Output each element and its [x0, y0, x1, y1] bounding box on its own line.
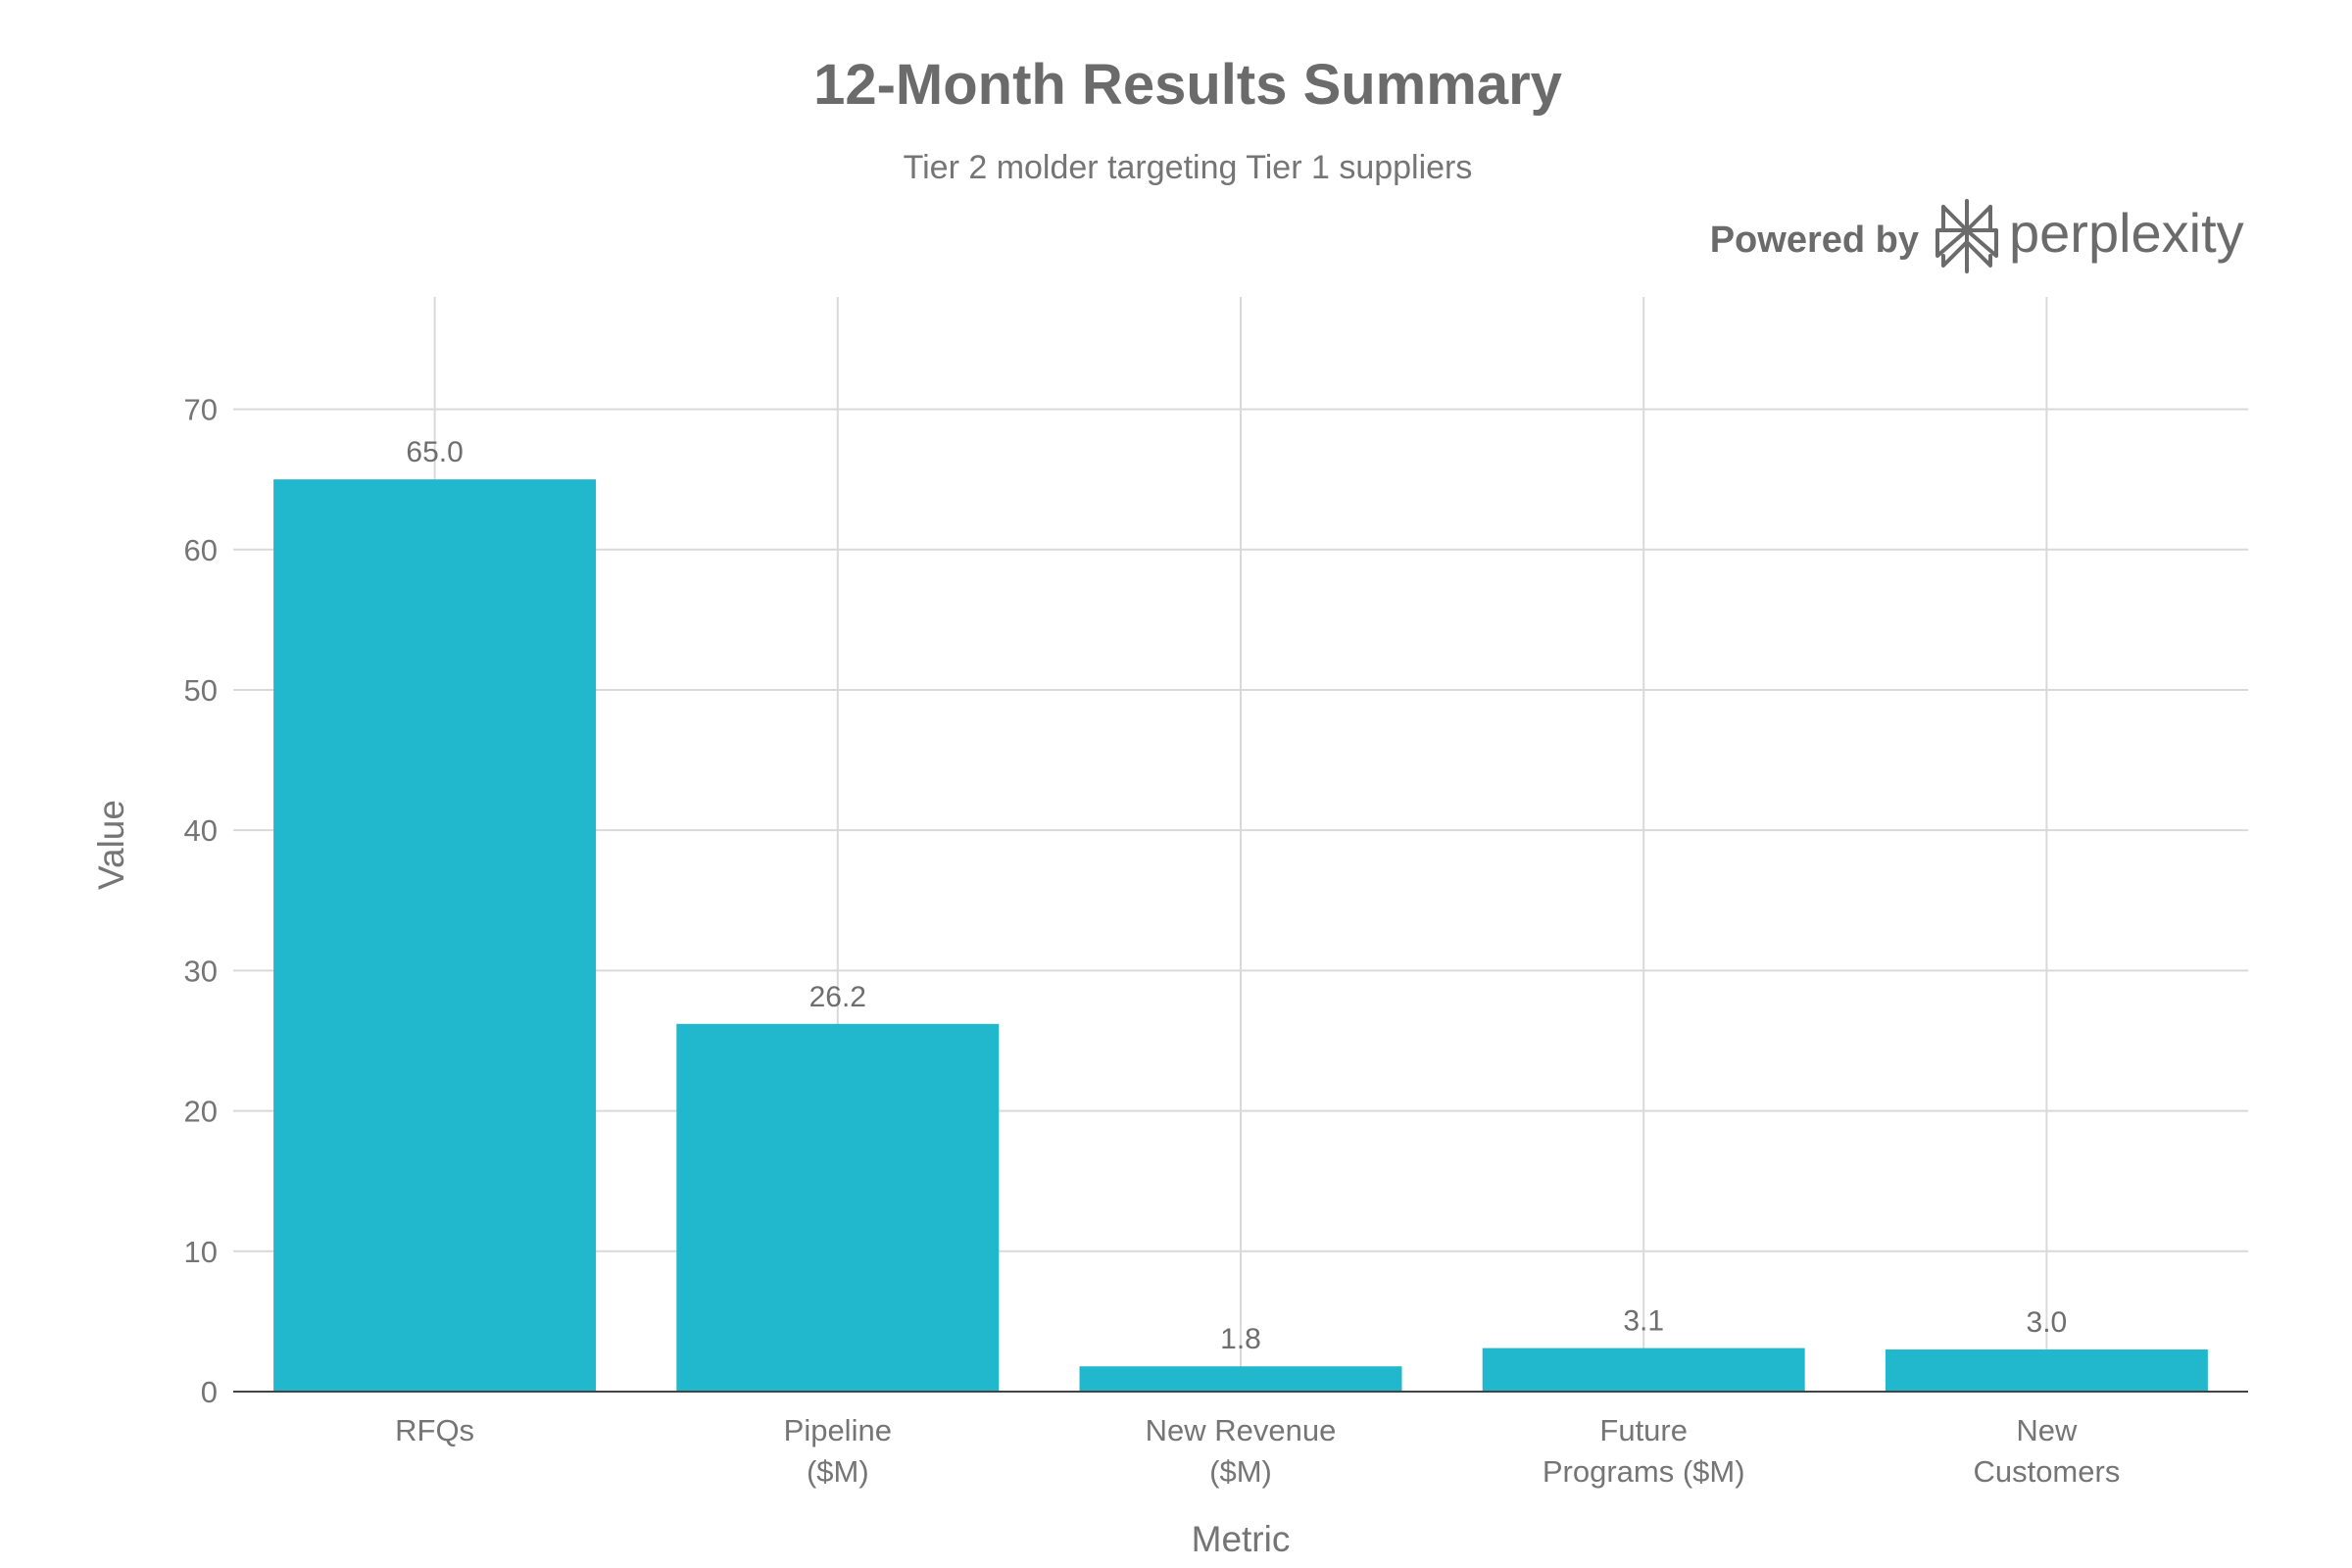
x-tick-label: New Revenue ($M): [1146, 1413, 1337, 1489]
powered-by-text: Powered by: [1710, 220, 1919, 261]
bar: [1885, 1349, 2208, 1392]
y-tick-label: 40: [184, 813, 218, 848]
bar-data-label: 65.0: [406, 436, 463, 468]
y-tick-label: 10: [184, 1235, 218, 1269]
y-tick-label: 60: [184, 533, 218, 567]
x-tick-label: New Customers: [1973, 1413, 2120, 1489]
x-tick-label: Future Programs ($M): [1543, 1413, 1745, 1489]
y-tick-label: 20: [184, 1095, 218, 1129]
bar-data-label: 26.2: [809, 981, 866, 1013]
bar: [1482, 1348, 1805, 1392]
plot-bars: 65.0 26.2 1.8 3.1 3.0: [273, 436, 2208, 1393]
bar-data-label: 3.1: [1623, 1305, 1664, 1338]
y-tick-label: 70: [184, 393, 218, 427]
chart-title: 12-Month Results Summary: [813, 53, 1562, 117]
bar-data-label: 1.8: [1220, 1323, 1261, 1355]
x-axis-title: Metric: [1192, 1519, 1291, 1559]
bar: [676, 1023, 1000, 1392]
bar: [273, 479, 597, 1393]
y-axis-title: Value: [91, 800, 131, 890]
chart-subtitle: Tier 2 molder targeting Tier 1 suppliers: [904, 149, 1473, 186]
y-tick-label: 50: [184, 673, 218, 708]
y-tick-label: 30: [184, 954, 218, 988]
perplexity-logo-icon: [1936, 199, 1998, 273]
perplexity-brand-name: perplexity: [2009, 202, 2244, 264]
plot-axes: 0 10 20 30 40 50 60 70 RFQs Pipeline ($M) New Reven…: [184, 393, 2248, 1489]
x-tick-label: Pipeline ($M): [784, 1413, 892, 1489]
y-tick-label: 0: [201, 1375, 218, 1409]
bar: [1079, 1366, 1402, 1392]
x-tick-label: RFQs: [395, 1413, 474, 1447]
bar-data-label: 3.0: [2027, 1306, 2068, 1339]
powered-by-branding: Powered by perplexity: [1710, 199, 2244, 273]
